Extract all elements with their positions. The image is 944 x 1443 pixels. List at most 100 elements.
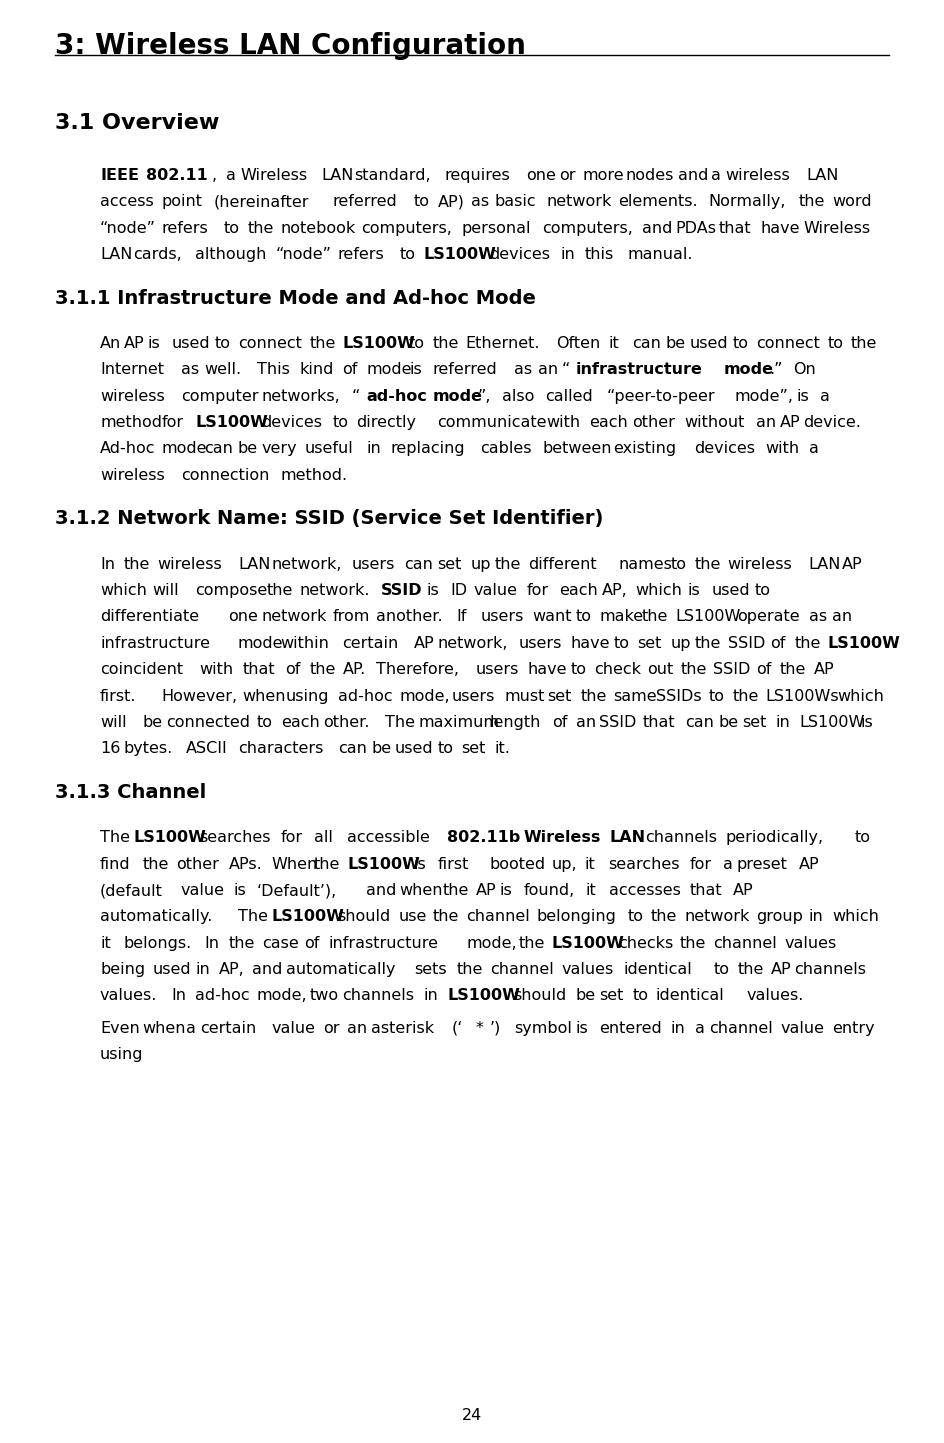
Text: ,: , bbox=[211, 167, 217, 183]
Text: be: be bbox=[238, 442, 258, 456]
Text: an: an bbox=[756, 416, 776, 430]
Text: connect: connect bbox=[238, 336, 302, 351]
Text: and: and bbox=[642, 221, 672, 235]
Text: Even: Even bbox=[100, 1020, 140, 1036]
Text: is: is bbox=[797, 388, 809, 404]
Text: of: of bbox=[552, 714, 567, 730]
Text: the: the bbox=[443, 883, 469, 898]
Text: cables: cables bbox=[480, 442, 532, 456]
Text: LS100W: LS100W bbox=[347, 857, 420, 872]
Text: channel: channel bbox=[713, 935, 777, 951]
Text: channels: channels bbox=[343, 988, 414, 1003]
Text: the: the bbox=[310, 336, 336, 351]
Text: refers: refers bbox=[161, 221, 209, 235]
Text: mode: mode bbox=[432, 388, 482, 404]
Text: symbol: symbol bbox=[514, 1020, 572, 1036]
Text: AP: AP bbox=[780, 416, 801, 430]
Text: a: a bbox=[820, 388, 831, 404]
Text: it.: it. bbox=[495, 742, 511, 756]
Text: be: be bbox=[575, 988, 596, 1003]
Text: to: to bbox=[571, 662, 587, 677]
Text: 16: 16 bbox=[100, 742, 121, 756]
Text: is: is bbox=[409, 362, 422, 377]
Text: manual.: manual. bbox=[628, 247, 693, 263]
Text: a: a bbox=[808, 442, 818, 456]
Text: users: users bbox=[480, 609, 524, 625]
Text: find: find bbox=[100, 857, 130, 872]
Text: a: a bbox=[711, 167, 721, 183]
Text: for: for bbox=[526, 583, 548, 599]
Text: useful: useful bbox=[305, 442, 353, 456]
Text: to: to bbox=[438, 742, 454, 756]
Text: set: set bbox=[547, 688, 571, 704]
Text: characters: characters bbox=[238, 742, 323, 756]
Text: differentiate: differentiate bbox=[100, 609, 199, 625]
Text: being: being bbox=[100, 962, 145, 977]
Text: to: to bbox=[827, 336, 843, 351]
Text: AP: AP bbox=[814, 662, 834, 677]
Text: set: set bbox=[462, 742, 486, 756]
Text: elements.: elements. bbox=[618, 195, 698, 209]
Text: in: in bbox=[775, 714, 790, 730]
Text: with: with bbox=[200, 662, 234, 677]
Text: SSID: SSID bbox=[728, 636, 765, 651]
Text: devices: devices bbox=[261, 416, 322, 430]
Text: channel: channel bbox=[709, 1020, 772, 1036]
Text: for: for bbox=[280, 830, 302, 846]
Text: LS100W: LS100W bbox=[271, 909, 344, 925]
Text: also: also bbox=[502, 388, 534, 404]
Text: accesses: accesses bbox=[609, 883, 681, 898]
Text: it: it bbox=[585, 883, 596, 898]
Text: refers: refers bbox=[338, 247, 384, 263]
Text: the: the bbox=[310, 662, 336, 677]
Text: that: that bbox=[718, 221, 750, 235]
Text: belongs.: belongs. bbox=[124, 935, 192, 951]
Text: network,: network, bbox=[271, 557, 342, 571]
Text: be: be bbox=[371, 742, 391, 756]
Text: values: values bbox=[562, 962, 614, 977]
Text: is: is bbox=[147, 336, 160, 351]
Text: Therefore,: Therefore, bbox=[376, 662, 459, 677]
Text: AP: AP bbox=[413, 636, 434, 651]
Text: LS100W: LS100W bbox=[133, 830, 206, 846]
Text: to: to bbox=[576, 609, 592, 625]
Text: LS100W: LS100W bbox=[675, 609, 741, 625]
Text: accessible: accessible bbox=[346, 830, 430, 846]
Text: replacing: replacing bbox=[390, 442, 464, 456]
Text: to: to bbox=[214, 336, 230, 351]
Text: used: used bbox=[152, 962, 191, 977]
Text: each: each bbox=[560, 583, 598, 599]
Text: value: value bbox=[181, 883, 225, 898]
Text: In: In bbox=[171, 988, 186, 1003]
Text: up: up bbox=[670, 636, 691, 651]
Text: of: of bbox=[305, 935, 320, 951]
Text: cards,: cards, bbox=[133, 247, 182, 263]
Text: is: is bbox=[688, 583, 700, 599]
Text: other: other bbox=[632, 416, 675, 430]
Text: can: can bbox=[338, 742, 366, 756]
Text: computer: computer bbox=[181, 388, 259, 404]
Text: will: will bbox=[100, 714, 126, 730]
Text: called: called bbox=[545, 388, 593, 404]
Text: “node”: “node” bbox=[276, 247, 332, 263]
Text: this: this bbox=[584, 247, 614, 263]
Text: IEEE: IEEE bbox=[100, 167, 139, 183]
Text: ad-hoc: ad-hoc bbox=[366, 388, 427, 404]
Text: with: with bbox=[547, 416, 581, 430]
Text: to: to bbox=[632, 988, 649, 1003]
Text: channels: channels bbox=[645, 830, 717, 846]
Text: 24: 24 bbox=[462, 1408, 482, 1423]
Text: of: of bbox=[770, 636, 786, 651]
Text: 802.11b: 802.11b bbox=[447, 830, 520, 846]
Text: using: using bbox=[100, 1046, 143, 1062]
Text: Ad-hoc: Ad-hoc bbox=[100, 442, 156, 456]
Text: infrastructure: infrastructure bbox=[576, 362, 702, 377]
Text: group: group bbox=[756, 909, 802, 925]
Text: an: an bbox=[347, 1020, 367, 1036]
Text: values.: values. bbox=[100, 988, 158, 1003]
Text: which: which bbox=[100, 583, 147, 599]
Text: LS100Ws: LS100Ws bbox=[766, 688, 839, 704]
Text: make: make bbox=[599, 609, 644, 625]
Text: Internet: Internet bbox=[100, 362, 164, 377]
Text: to: to bbox=[709, 688, 725, 704]
